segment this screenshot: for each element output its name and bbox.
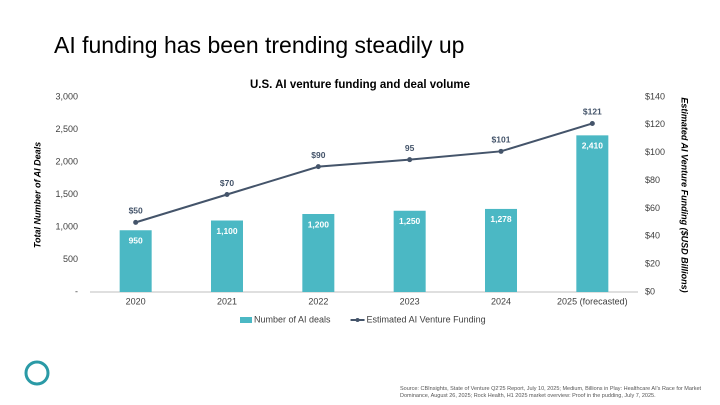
bar-value-label: 2,410	[582, 141, 604, 151]
slide-title: AI funding has been trending steadily up	[54, 32, 464, 58]
x-tick-label: 2022	[308, 296, 328, 306]
line-value-label: $90	[311, 150, 325, 160]
source-note: Source: CBInsights, State of Venture Q2'…	[400, 386, 702, 399]
bar	[485, 208, 517, 292]
y2-tick-label: $60	[645, 203, 660, 213]
line-point	[133, 219, 139, 225]
legend-label: Number of AI deals	[254, 314, 331, 324]
x-tick-label: 2023	[400, 296, 420, 306]
bar-value-label: 1,278	[490, 214, 512, 224]
line-value-label: $70	[220, 178, 234, 188]
x-tick-label: 2021	[217, 296, 237, 306]
bar	[576, 135, 609, 292]
line-point	[315, 164, 321, 170]
legend-label: Estimated AI Venture Funding	[367, 314, 486, 324]
line-value-label: 95	[405, 143, 415, 153]
line-value-label: $101	[492, 135, 511, 145]
y2-tick-label: $140	[645, 91, 665, 101]
y2-tick-label: $40	[645, 231, 660, 241]
line	[135, 122, 593, 224]
y-tick-label: 1,000	[55, 221, 78, 231]
y-tick-label: 2,500	[55, 124, 78, 134]
y2-tick-label: $20	[645, 259, 660, 269]
bar-value-label: 1,250	[399, 216, 421, 226]
y-tick-label: 2,000	[55, 156, 78, 166]
x-tick-label: 2025 (forecasted)	[557, 296, 628, 306]
y2-axis-label: Estimated AI Venture Funding ($USD Billi…	[680, 97, 690, 292]
line-point	[498, 148, 504, 154]
chart-title: U.S. AI venture funding and deal volume	[250, 79, 470, 91]
bar	[393, 210, 426, 292]
bar-value-label: 1,200	[308, 219, 330, 229]
legend-swatch	[240, 317, 252, 323]
line-value-label: $50	[129, 206, 143, 216]
y-tick-label: 3,000	[55, 91, 78, 101]
y-tick-label: -	[75, 286, 78, 296]
line-value-label: $121	[583, 107, 602, 117]
legend-swatch	[355, 318, 360, 322]
line-point	[589, 120, 595, 126]
bar	[211, 220, 243, 292]
bar-value-label: 950	[129, 236, 143, 246]
y-axis-label: Total Number of AI Deals	[32, 142, 42, 248]
logo	[24, 360, 50, 386]
x-tick-label: 2024	[491, 296, 511, 306]
line-point	[407, 157, 413, 163]
bar-value-label: 1,100	[216, 226, 238, 236]
y2-tick-label: $80	[645, 175, 660, 185]
y2-tick-label: $120	[645, 119, 665, 129]
bar	[302, 214, 335, 292]
y2-tick-label: $100	[645, 147, 665, 157]
y-tick-label: 500	[63, 254, 78, 264]
line-point	[224, 192, 230, 197]
y-tick-label: 1,500	[55, 189, 78, 199]
x-tick-label: 2020	[126, 296, 146, 306]
bar	[119, 230, 152, 292]
y2-tick-label: $0	[645, 286, 655, 296]
